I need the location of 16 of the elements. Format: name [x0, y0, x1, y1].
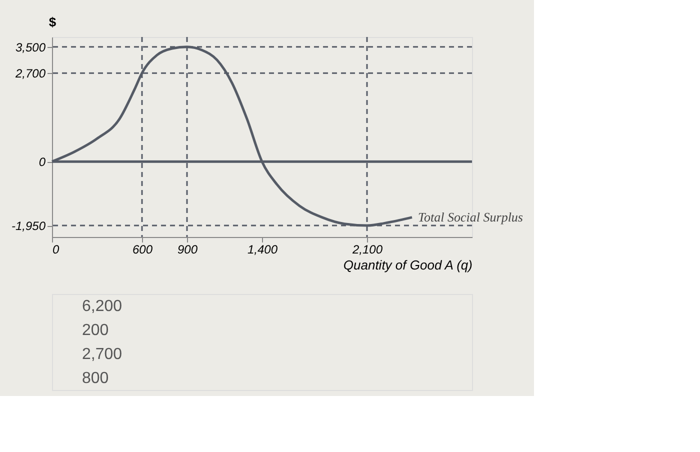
x-tick-label: 1,400 [247, 242, 278, 256]
text: 2,700 [82, 346, 122, 363]
x-tick-label: 0 [52, 242, 60, 256]
y-tick-label: 3,500 [15, 40, 46, 54]
series-label: Total Social Surplus [418, 209, 523, 224]
text: 6,200 [82, 298, 122, 315]
x-tick-label: 600 [132, 242, 153, 256]
y-tick-label: -1,950 [11, 219, 46, 234]
y-axis-title: $ [48, 14, 57, 30]
text: 200 [82, 322, 109, 339]
text: 800 [82, 370, 109, 387]
y-tick-label: 0 [38, 155, 46, 170]
x-tick-label: 900 [177, 242, 198, 256]
x-axis-title: Quantity of Good A (q) [343, 258, 472, 272]
y-tick-label: 2,700 [14, 66, 46, 81]
x-tick-label: 2,100 [351, 242, 383, 256]
